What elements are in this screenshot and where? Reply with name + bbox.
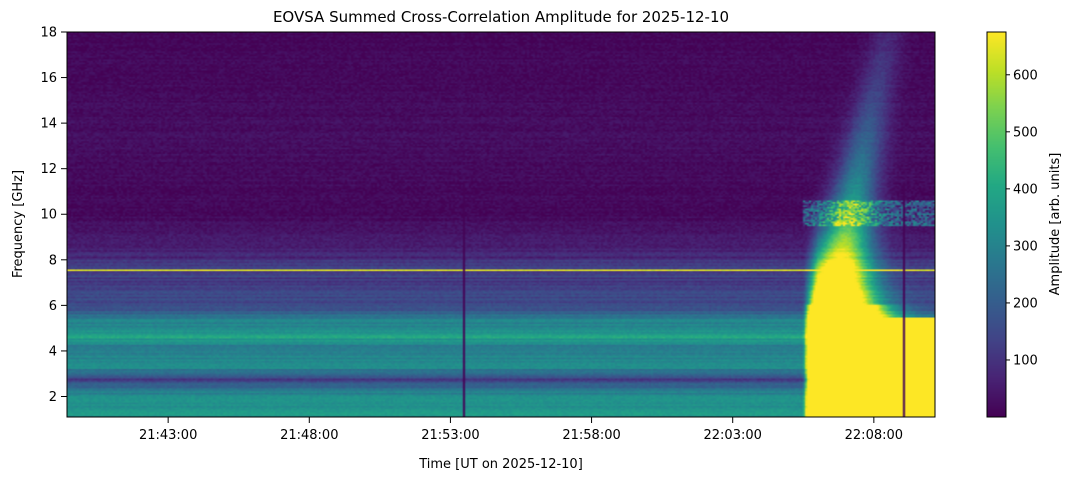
y-tick-label: 16 [40,71,57,86]
heatmap-image [67,32,935,417]
y-tick-label: 14 [40,117,57,132]
colorbar: 100 200 300 400 500 600 [986,31,1038,418]
y-tick-label: 4 [49,344,57,359]
y-tick-label: 8 [49,253,57,268]
plot-frame [66,31,936,418]
colorbar-tick-label: 600 [1013,68,1038,83]
colorbar-label: Amplitude [arb. units] [1048,153,1063,296]
y-tick-label: 12 [40,162,57,177]
x-tick-label: 21:48:00 [280,428,338,443]
x-axis-label: Time [UT on 2025-12-10] [418,457,583,472]
colorbar-tick-label: 200 [1013,296,1038,311]
colorbar-gradient [987,32,1006,417]
chart-title: EOVSA Summed Cross-Correlation Amplitude… [273,8,729,26]
colorbar-frame [986,31,1007,418]
y-axis-label: Frequency [GHz] [11,170,26,278]
colorbar-ticks: 100 200 300 400 500 600 [1006,68,1038,368]
y-tick-label: 18 [40,26,57,41]
y-tick-label: 2 [49,390,57,405]
y-tick-label: 10 [40,208,57,223]
plot-area [66,31,936,418]
y-tick-label: 6 [49,299,57,314]
x-tick-label: 22:08:00 [845,428,903,443]
x-tick-label: 21:53:00 [421,428,479,443]
colorbar-tick-label: 300 [1013,239,1038,254]
y-axis: 2 4 6 8 10 12 14 16 18 [40,26,67,405]
x-tick-label: 21:43:00 [139,428,197,443]
colorbar-tick-label: 500 [1013,125,1038,140]
x-tick-label: 22:03:00 [704,428,762,443]
x-axis: 21:43:00 21:48:00 21:53:00 21:58:00 22:03:00… [139,417,903,443]
colorbar-tick-label: 100 [1013,353,1038,368]
x-tick-label: 21:58:00 [562,428,620,443]
colorbar-tick-label: 400 [1013,182,1038,197]
